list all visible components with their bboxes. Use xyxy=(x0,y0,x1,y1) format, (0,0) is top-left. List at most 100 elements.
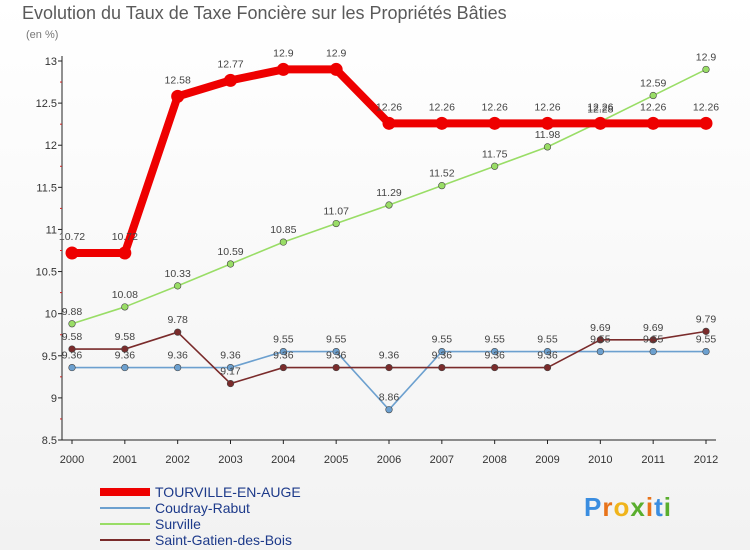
data-point xyxy=(385,201,393,209)
data-label: 9.17 xyxy=(220,366,241,378)
y-tick-label: 12 xyxy=(45,140,57,152)
data-label: 9.36 xyxy=(379,350,400,362)
data-label: 9.88 xyxy=(62,306,83,318)
data-point xyxy=(438,182,446,190)
legend-label: Saint-Gatien-des-Bois xyxy=(155,532,292,548)
data-label: 9.55 xyxy=(537,334,558,346)
data-point xyxy=(491,162,499,170)
y-tick-label: 9.5 xyxy=(42,351,57,363)
data-label: 12.9 xyxy=(273,47,294,59)
logo-letter: P xyxy=(584,492,603,522)
x-tick-label: 2006 xyxy=(377,454,401,466)
data-point xyxy=(174,328,182,336)
data-point xyxy=(438,363,446,372)
data-label: 12.26 xyxy=(587,101,613,113)
data-point xyxy=(279,238,287,246)
y-tick-label: 10 xyxy=(45,309,57,321)
data-label: 8.86 xyxy=(379,392,400,404)
data-point xyxy=(649,91,657,100)
data-point xyxy=(279,363,287,372)
data-label: 11.52 xyxy=(429,168,455,180)
data-point xyxy=(121,345,129,353)
data-label: 9.36 xyxy=(273,350,294,362)
y-tick-label: 11.5 xyxy=(36,182,57,194)
data-label: 9.36 xyxy=(62,350,83,362)
x-tick-label: 2005 xyxy=(324,454,348,466)
data-label: 9.36 xyxy=(167,350,188,362)
data-label: 12.26 xyxy=(429,101,455,113)
data-label: 9.36 xyxy=(537,350,558,362)
data-label: 9.55 xyxy=(273,334,294,346)
data-label: 9.58 xyxy=(62,331,83,343)
x-tick-label: 2010 xyxy=(588,454,612,466)
data-point xyxy=(171,89,185,103)
data-label: 12.28 xyxy=(587,104,613,116)
data-point xyxy=(385,406,393,414)
data-point xyxy=(541,116,554,130)
legend-label: Coudray-Rabut xyxy=(155,500,250,516)
logo-letter: x xyxy=(630,492,646,522)
data-point xyxy=(438,347,446,356)
data-label: 9.36 xyxy=(220,350,241,362)
data-point xyxy=(226,379,235,388)
data-point xyxy=(224,73,237,87)
data-point xyxy=(435,116,449,130)
data-label: 12.58 xyxy=(165,74,191,86)
data-label: 9.55 xyxy=(432,334,453,346)
chart-title: Evolution du Taux de Taxe Foncière sur l… xyxy=(22,3,507,23)
proxiti-logo: Proxiti xyxy=(584,492,672,523)
y-tick-label: 10.5 xyxy=(36,267,57,279)
data-label: 9.69 xyxy=(590,322,611,334)
data-label: 9.55 xyxy=(643,334,664,346)
data-label: 9.55 xyxy=(590,334,611,346)
x-tick-label: 2011 xyxy=(641,454,665,466)
data-point xyxy=(646,116,660,130)
x-tick-label: 2008 xyxy=(482,454,506,466)
y-tick-label: 8.5 xyxy=(42,435,57,447)
data-point xyxy=(174,363,182,372)
data-label: 9.55 xyxy=(696,334,717,346)
data-point xyxy=(702,65,710,74)
data-label: 12.26 xyxy=(640,101,666,113)
data-label: 10.72 xyxy=(59,231,85,243)
data-label: 12.26 xyxy=(534,101,560,113)
data-point xyxy=(68,363,76,372)
data-point xyxy=(174,282,182,290)
data-point xyxy=(596,336,604,344)
data-point xyxy=(491,363,499,372)
data-point xyxy=(593,116,607,130)
data-point xyxy=(649,347,657,356)
data-point xyxy=(543,347,552,356)
logo-letter: i xyxy=(645,492,655,522)
data-label: 9.55 xyxy=(326,334,347,346)
data-point xyxy=(702,347,710,356)
x-tick-label: 2007 xyxy=(430,454,454,466)
data-point xyxy=(332,363,340,372)
x-tick-label: 2004 xyxy=(271,454,295,466)
x-tick-label: 2001 xyxy=(113,454,137,466)
data-point xyxy=(121,363,129,372)
data-label: 9.78 xyxy=(167,314,188,326)
data-point xyxy=(488,116,502,130)
data-point xyxy=(226,260,235,268)
data-label: 9.79 xyxy=(696,313,717,325)
data-point xyxy=(279,347,287,356)
data-label: 10.72 xyxy=(112,231,138,243)
data-label: 12.26 xyxy=(693,101,719,113)
data-point xyxy=(118,246,132,260)
data-point xyxy=(699,116,713,130)
data-label: 11.07 xyxy=(323,206,349,218)
data-point xyxy=(332,219,340,228)
series-line-tourville-en-auge xyxy=(72,65,706,258)
data-point xyxy=(121,303,129,311)
data-label: 11.75 xyxy=(482,148,508,160)
data-label: 12.26 xyxy=(482,101,508,113)
data-label: 9.69 xyxy=(643,322,664,334)
data-point xyxy=(68,320,76,328)
data-point xyxy=(702,327,710,335)
data-point xyxy=(385,363,393,372)
data-label: 9.58 xyxy=(115,331,136,343)
x-tick-label: 2009 xyxy=(535,454,559,466)
data-point xyxy=(649,336,657,344)
